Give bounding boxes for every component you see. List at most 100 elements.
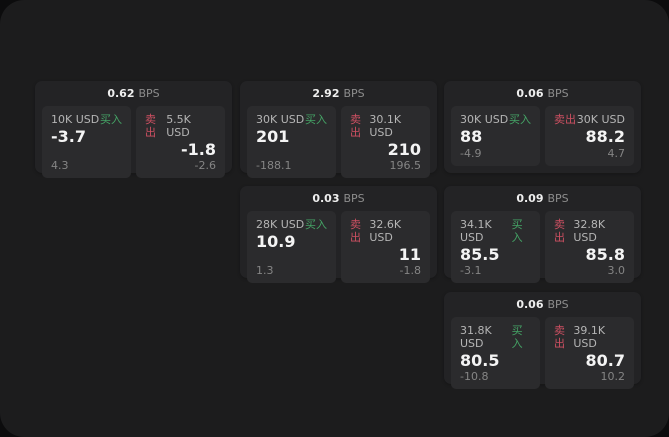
- card-body: 28K USD 买入 10.9 1.3 卖出 32.6K USD 11 -1.8: [240, 211, 437, 290]
- buy-side-label: 买入: [511, 218, 523, 244]
- buy-amount: 10K USD: [51, 113, 100, 126]
- buy-delta: 1.3: [256, 264, 274, 277]
- buy-top-row: 10K USD 买入: [51, 113, 122, 126]
- card-header: 0.06 BPS: [444, 81, 641, 106]
- buy-top-row: 31.8K USD 买入: [460, 324, 531, 350]
- buy-side-label: 买入: [100, 113, 122, 126]
- sell-side-label: 卖出: [554, 324, 565, 350]
- buy-top-row: 30K USD 买入: [256, 113, 327, 126]
- bps-unit: BPS: [547, 87, 569, 100]
- buy-side-label: 买入: [305, 113, 327, 126]
- sell-price: 80.7: [585, 351, 625, 370]
- card-body: 10K USD 买入 -3.7 4.3 卖出 5.5K USD -1.8 -2.…: [35, 106, 232, 185]
- sell-top-row: 卖出 39.1K USD: [554, 324, 625, 350]
- bps-unit: BPS: [547, 298, 569, 311]
- sell-panel[interactable]: 卖出 5.5K USD -1.8 -2.6: [136, 106, 225, 178]
- bps-value: 2.92: [312, 87, 340, 100]
- buy-price: 201: [256, 127, 290, 146]
- sell-price: 210: [387, 140, 421, 159]
- sell-delta: 4.7: [607, 147, 626, 160]
- bps-value: 0.06: [516, 87, 544, 100]
- buy-top-row: 28K USD 买入: [256, 218, 327, 231]
- sell-side-label: 卖出: [145, 113, 156, 139]
- quote-card[interactable]: 0.06 BPS 31.8K USD 买入 80.5 -10.8 卖出 39.1…: [444, 292, 641, 389]
- sell-delta: -2.6: [194, 159, 216, 172]
- buy-amount: 30K USD: [460, 113, 509, 126]
- sell-price: 88.2: [585, 127, 625, 146]
- bps-unit: BPS: [343, 192, 365, 205]
- buy-panel[interactable]: 30K USD 买入 88 -4.9: [451, 106, 540, 166]
- card-header: 0.03 BPS: [240, 186, 437, 211]
- sell-price: -1.8: [181, 140, 216, 159]
- card-body: 30K USD 买入 88 -4.9 卖出 30K USD 88.2 4.7: [444, 106, 641, 173]
- sell-top-row: 卖出 30.1K USD: [350, 113, 421, 139]
- card-header: 2.92 BPS: [240, 81, 437, 106]
- sell-side-label: 卖出: [554, 113, 576, 126]
- sell-amount: 30K USD: [576, 113, 625, 126]
- buy-top-row: 34.1K USD 买入: [460, 218, 531, 244]
- sell-amount: 30.1K USD: [369, 113, 402, 139]
- sell-delta: -1.8: [399, 264, 421, 277]
- bps-value: 0.06: [516, 298, 544, 311]
- buy-delta: -4.9: [460, 147, 482, 160]
- buy-amount: 30K USD: [256, 113, 305, 126]
- quote-card[interactable]: 0.62 BPS 10K USD 买入 -3.7 4.3 卖出 5.5K USD…: [35, 81, 232, 178]
- sell-panel[interactable]: 卖出 30.1K USD 210 196.5: [341, 106, 430, 178]
- card-body: 30K USD 买入 201 -188.1 卖出 30.1K USD 210 1…: [240, 106, 437, 185]
- buy-delta: 4.3: [51, 159, 69, 172]
- sell-side-label: 卖出: [350, 218, 361, 244]
- sell-side-label: 卖出: [554, 218, 565, 244]
- sell-panel[interactable]: 卖出 32.6K USD 11 -1.8: [341, 211, 430, 283]
- sell-panel[interactable]: 卖出 39.1K USD 80.7 10.2: [545, 317, 634, 389]
- buy-price: -3.7: [51, 127, 86, 146]
- buy-side-label: 买入: [305, 218, 327, 231]
- buy-amount: 28K USD: [256, 218, 305, 231]
- bps-value: 0.09: [516, 192, 544, 205]
- sell-price: 85.8: [585, 245, 625, 264]
- buy-panel[interactable]: 31.8K USD 买入 80.5 -10.8: [451, 317, 540, 389]
- sell-side-label: 卖出: [350, 113, 361, 139]
- card-body: 31.8K USD 买入 80.5 -10.8 卖出 39.1K USD 80.…: [444, 317, 641, 396]
- buy-panel[interactable]: 10K USD 买入 -3.7 4.3: [42, 106, 131, 178]
- buy-price: 88: [460, 127, 483, 146]
- buy-delta: -3.1: [460, 264, 482, 277]
- sell-delta: 196.5: [389, 159, 422, 172]
- bps-unit: BPS: [343, 87, 365, 100]
- buy-delta: -10.8: [460, 370, 489, 383]
- buy-panel[interactable]: 30K USD 买入 201 -188.1: [247, 106, 336, 178]
- sell-top-row: 卖出 32.8K USD: [554, 218, 625, 244]
- bps-value: 0.62: [107, 87, 135, 100]
- card-header: 0.09 BPS: [444, 186, 641, 211]
- sell-panel[interactable]: 卖出 32.8K USD 85.8 3.0: [545, 211, 634, 283]
- quote-card[interactable]: 0.06 BPS 30K USD 买入 88 -4.9 卖出 30K USD 8…: [444, 81, 641, 173]
- sell-amount: 32.8K USD: [573, 218, 606, 244]
- bps-value: 0.03: [312, 192, 340, 205]
- sell-delta: 3.0: [607, 264, 626, 277]
- buy-price: 85.5: [460, 245, 500, 264]
- buy-delta: -188.1: [256, 159, 292, 172]
- card-header: 0.06 BPS: [444, 292, 641, 317]
- sell-amount: 39.1K USD: [573, 324, 606, 350]
- card-body: 34.1K USD 买入 85.5 -3.1 卖出 32.8K USD 85.8…: [444, 211, 641, 290]
- card-header: 0.62 BPS: [35, 81, 232, 106]
- sell-top-row: 卖出 5.5K USD: [145, 113, 216, 139]
- buy-price: 10.9: [256, 232, 296, 251]
- sell-panel[interactable]: 卖出 30K USD 88.2 4.7: [545, 106, 634, 166]
- sell-price: 11: [398, 245, 421, 264]
- quote-card[interactable]: 0.03 BPS 28K USD 买入 10.9 1.3 卖出 32.6K US…: [240, 186, 437, 283]
- bps-unit: BPS: [138, 87, 160, 100]
- buy-amount: 31.8K USD: [460, 324, 492, 350]
- sell-amount: 5.5K USD: [166, 113, 191, 139]
- sell-delta: 10.2: [600, 370, 626, 383]
- buy-side-label: 买入: [509, 113, 531, 126]
- sell-amount: 32.6K USD: [369, 218, 402, 244]
- quote-card[interactable]: 0.09 BPS 34.1K USD 买入 85.5 -3.1 卖出 32.8K…: [444, 186, 641, 283]
- buy-panel[interactable]: 34.1K USD 买入 85.5 -3.1: [451, 211, 540, 283]
- bps-unit: BPS: [547, 192, 569, 205]
- buy-amount: 34.1K USD: [460, 218, 492, 244]
- sell-top-row: 卖出 30K USD: [554, 113, 625, 126]
- buy-price: 80.5: [460, 351, 500, 370]
- buy-panel[interactable]: 28K USD 买入 10.9 1.3: [247, 211, 336, 283]
- quote-card[interactable]: 2.92 BPS 30K USD 买入 201 -188.1 卖出 30.1K …: [240, 81, 437, 178]
